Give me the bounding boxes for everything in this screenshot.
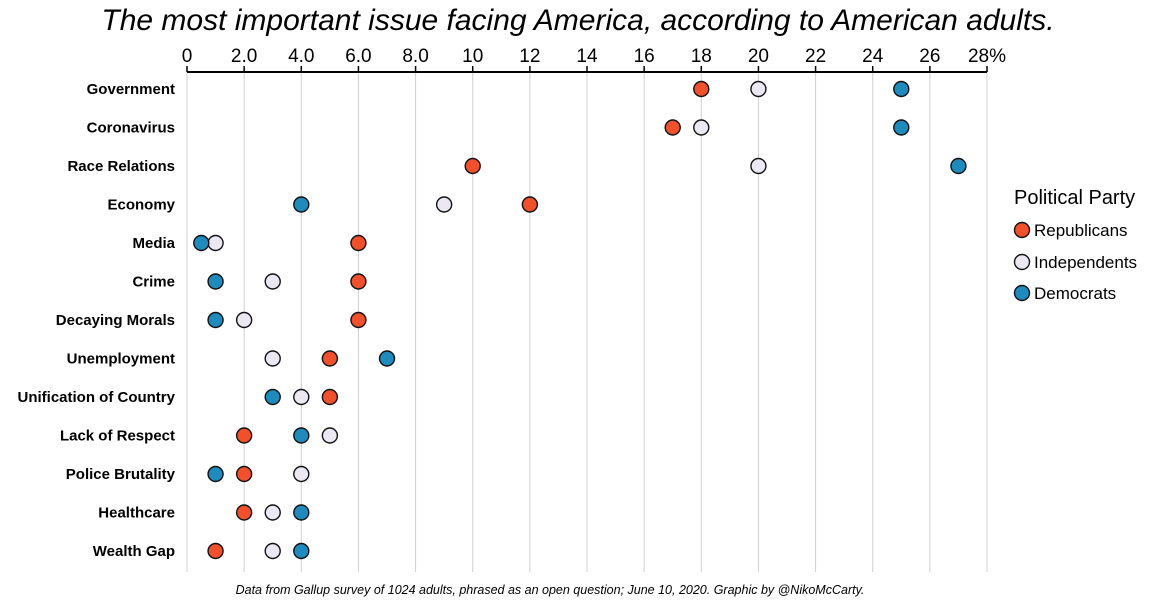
data-point-democrats (208, 274, 223, 289)
data-point-independents (294, 390, 309, 405)
gridlines (187, 72, 987, 572)
data-point-democrats (951, 159, 966, 174)
data-point-republicans (351, 236, 366, 251)
x-tick-label: 22 (805, 46, 826, 67)
data-point-independents (265, 274, 280, 289)
data-point-republicans (665, 120, 680, 135)
x-tick-label: 4.0 (288, 46, 314, 67)
chart-title: The most important issue facing America,… (101, 4, 1054, 37)
category-label: Healthcare (98, 505, 175, 522)
x-tick-label: 10 (462, 46, 483, 67)
data-point-republicans (237, 505, 252, 520)
category-label: Decaying Morals (56, 312, 175, 329)
legend-marker-democrats (1015, 286, 1030, 301)
x-tick-label: 18 (691, 46, 712, 67)
x-tick-label: 8.0 (402, 46, 428, 67)
x-tick-label: 2.0 (231, 46, 257, 67)
data-point-democrats (294, 544, 309, 559)
category-label: Wealth Gap (93, 543, 175, 560)
footer-caption: Data from Gallup survey of 1024 adults, … (236, 583, 865, 597)
data-point-republicans (351, 274, 366, 289)
data-point-republicans (322, 351, 337, 366)
data-point-independents (694, 120, 709, 135)
data-point-democrats (208, 467, 223, 482)
x-tick-label: 16 (634, 46, 655, 67)
legend-title: Political Party (1014, 187, 1135, 209)
x-tick-label: 20 (748, 46, 769, 67)
data-point-republicans (237, 428, 252, 443)
x-tick-label: 12 (519, 46, 540, 67)
x-tick-label: 0 (182, 46, 193, 67)
x-tick-label: 14 (576, 46, 598, 67)
legend-label-democrats: Democrats (1034, 284, 1116, 303)
x-tick-label: 24 (862, 46, 884, 67)
data-point-democrats (194, 236, 209, 251)
data-points (194, 82, 966, 559)
x-tick-label: 28% (968, 46, 1006, 67)
data-point-republicans (208, 544, 223, 559)
category-label: Government (87, 81, 175, 98)
data-point-democrats (294, 505, 309, 520)
category-label: Crime (132, 274, 175, 291)
x-tick-label: 26 (919, 46, 940, 67)
category-label: Economy (107, 197, 175, 214)
data-point-republicans (237, 467, 252, 482)
data-point-democrats (294, 197, 309, 212)
category-labels: Government Coronavirus Race Relations Econo… (18, 81, 176, 560)
data-point-independents (294, 467, 309, 482)
data-point-independents (751, 82, 766, 97)
data-point-democrats (265, 390, 280, 405)
legend-label-republicans: Republicans (1034, 221, 1128, 240)
data-point-independents (237, 313, 252, 328)
data-point-independents (751, 159, 766, 174)
legend-marker-independents (1015, 255, 1030, 270)
category-label: Unification of Country (18, 389, 176, 406)
data-point-independents (437, 197, 452, 212)
data-point-republicans (351, 313, 366, 328)
category-label: Media (132, 235, 175, 252)
category-label: Coronavirus (87, 120, 175, 137)
data-point-republicans (465, 159, 480, 174)
data-point-democrats (894, 120, 909, 135)
data-point-independents (208, 236, 223, 251)
category-label: Race Relations (67, 158, 175, 175)
data-point-independents (265, 505, 280, 520)
data-point-republicans (522, 197, 537, 212)
data-point-democrats (894, 82, 909, 97)
legend-label-independents: Independents (1034, 253, 1137, 272)
category-label: Police Brutality (66, 466, 176, 483)
data-point-democrats (208, 313, 223, 328)
data-point-republicans (322, 390, 337, 405)
category-label: Unemployment (67, 351, 175, 368)
data-point-democrats (294, 428, 309, 443)
legend-marker-republicans (1015, 223, 1030, 238)
data-point-independents (322, 428, 337, 443)
legend: Political Party Republicans Independents D… (1014, 187, 1137, 303)
x-tick-label: 6.0 (345, 46, 371, 67)
data-point-democrats (380, 351, 395, 366)
data-point-independents (265, 544, 280, 559)
data-point-republicans (694, 82, 709, 97)
category-label: Lack of Respect (60, 428, 175, 445)
data-point-independents (265, 351, 280, 366)
x-axis-ticks: 0 2.0 4.0 6.0 8.0 10 12 14 16 18 20 22 24 26 28% (182, 46, 1006, 72)
